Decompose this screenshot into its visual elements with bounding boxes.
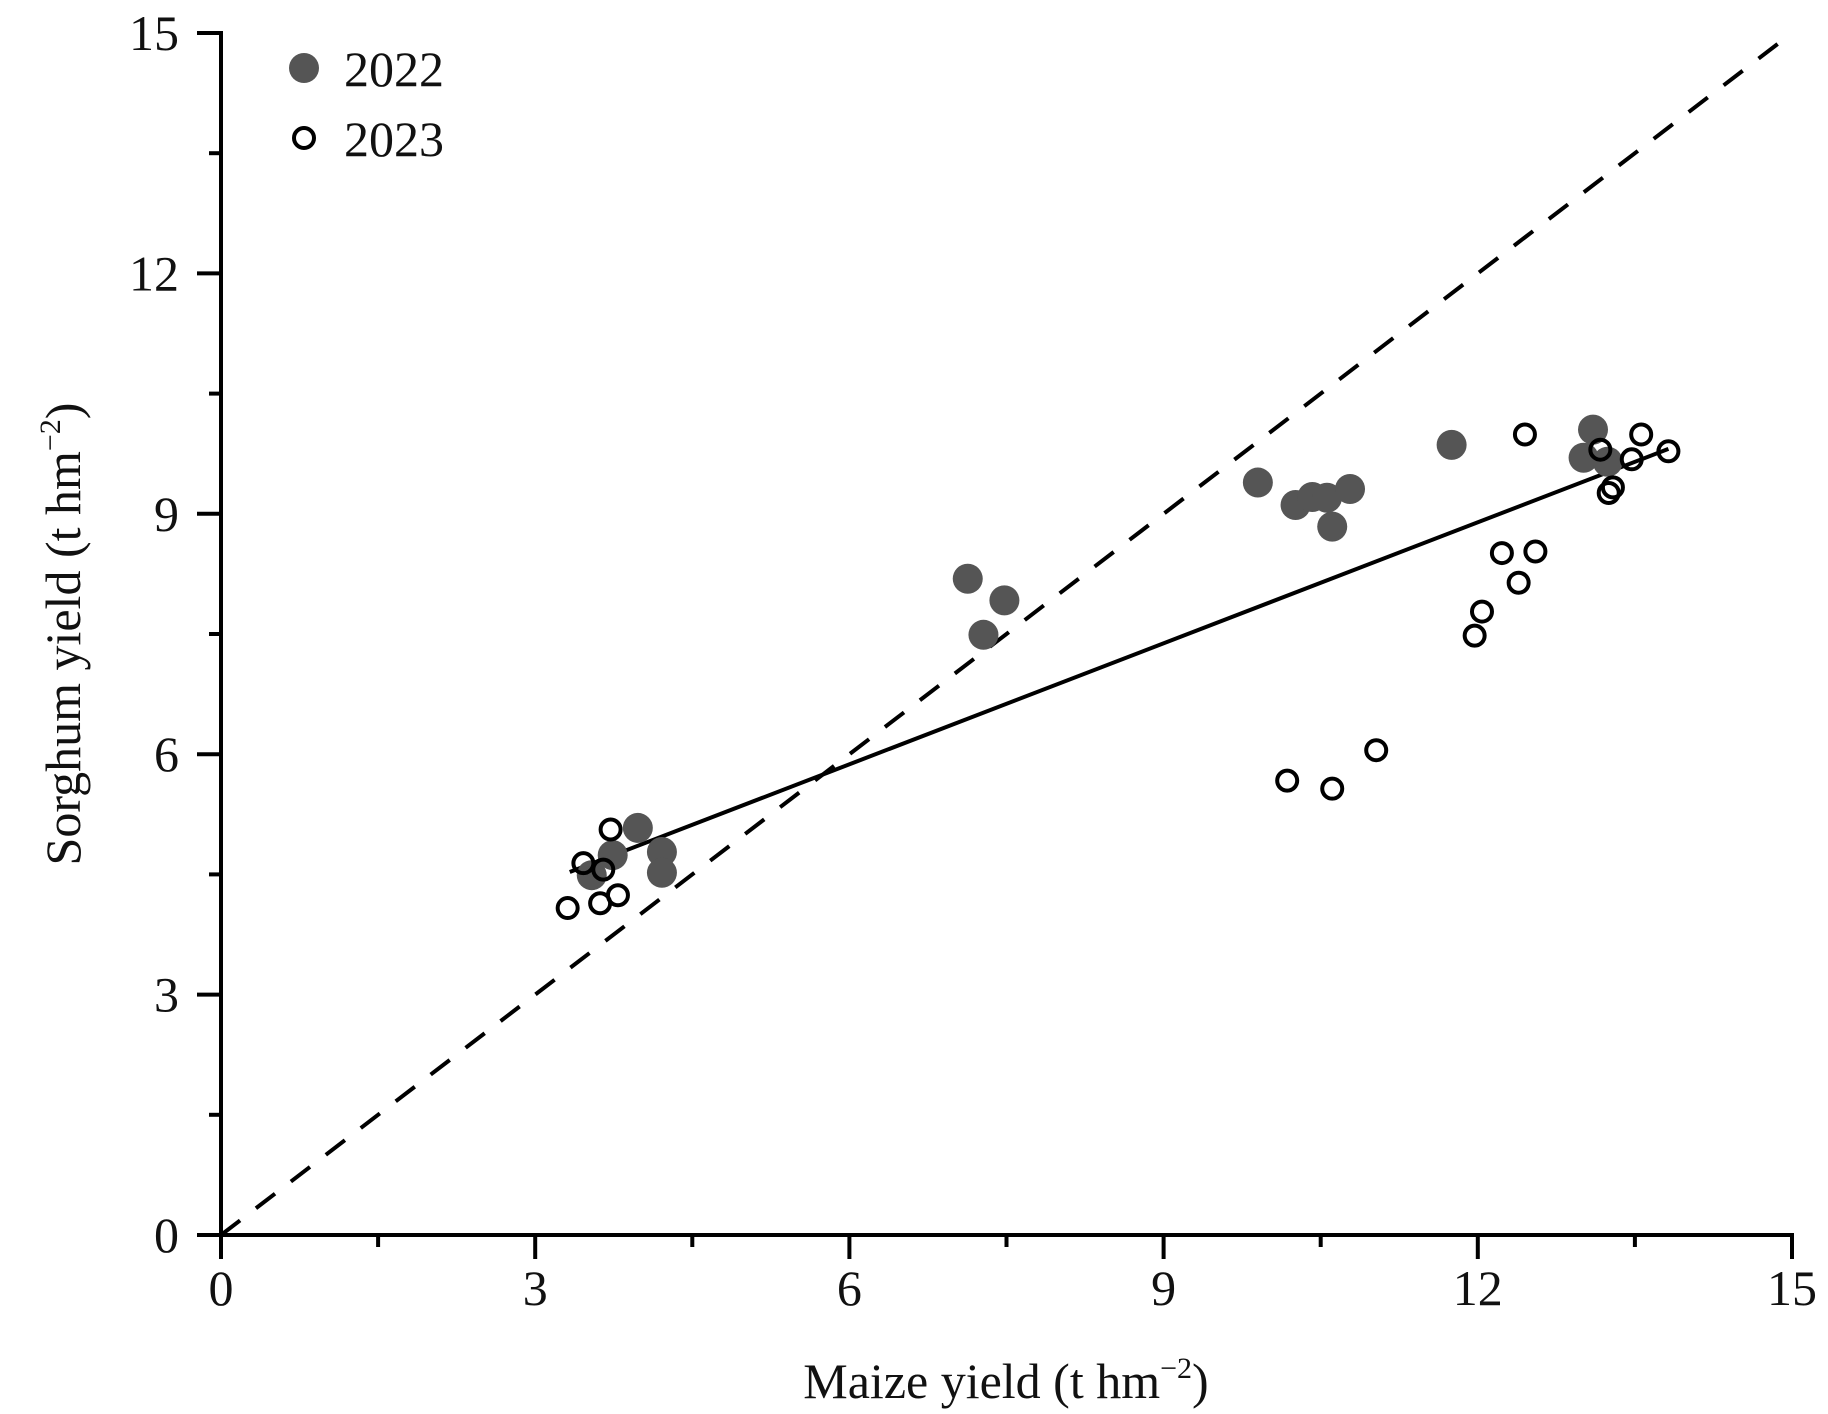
axis-ticks: 0 3 6 9 12 15 0 3 6 9 12 15 xyxy=(129,5,1817,1316)
point-2023 xyxy=(1462,623,1487,648)
one-to-one-line xyxy=(219,31,1794,1237)
y-tick-label: 9 xyxy=(154,486,179,542)
y-tick-label: 15 xyxy=(129,5,179,61)
x-axis-title: Maize yield (t hm−2) xyxy=(803,1352,1208,1409)
point-2022 xyxy=(1335,473,1366,504)
y-tick-label: 6 xyxy=(154,726,179,782)
point-2022 xyxy=(1592,446,1623,477)
point-2022 xyxy=(646,857,677,888)
point-2023 xyxy=(1512,422,1537,447)
point-2022 xyxy=(1578,414,1609,445)
point-2023 xyxy=(598,817,623,842)
point-2022 xyxy=(968,619,999,650)
point-2023 xyxy=(1364,738,1389,763)
point-2023 xyxy=(1619,447,1644,472)
y-tick-label: 12 xyxy=(129,245,179,301)
x-tick-label: 12 xyxy=(1453,1260,1503,1316)
point-2023 xyxy=(555,896,580,921)
point-2023 xyxy=(1320,776,1345,801)
point-2022 xyxy=(1436,429,1467,460)
point-2023 xyxy=(1629,422,1654,447)
y-axis-title: Sorghum yield (t hm−2) xyxy=(34,403,91,866)
point-2022 xyxy=(576,860,607,891)
reference-lines xyxy=(219,31,1794,1237)
point-2023 xyxy=(605,883,630,908)
legend-label-2022: 2022 xyxy=(344,41,444,97)
y-tick-label: 3 xyxy=(154,967,179,1023)
point-2023 xyxy=(1656,439,1681,464)
point-2022 xyxy=(622,812,653,843)
point-2022 xyxy=(597,840,628,871)
y-tick-label: 0 xyxy=(154,1207,179,1263)
point-2022 xyxy=(1317,511,1348,542)
legend-marker-2022 xyxy=(289,53,319,83)
point-2023 xyxy=(1275,768,1300,793)
point-2023 xyxy=(1506,570,1531,595)
x-tick-label: 9 xyxy=(1151,1260,1176,1316)
point-2023 xyxy=(1596,480,1621,505)
point-2022 xyxy=(646,836,677,867)
point-2023 xyxy=(1489,541,1514,566)
legend-label-2023: 2023 xyxy=(344,111,444,167)
x-tick-label: 15 xyxy=(1767,1260,1817,1316)
point-2022 xyxy=(1311,482,1342,513)
point-2022 xyxy=(952,563,983,594)
regression-line xyxy=(569,447,1670,874)
x-axis-title-superscript: −2 xyxy=(1160,1352,1192,1385)
legend: 2022 2023 xyxy=(289,41,444,167)
point-2023 xyxy=(1588,437,1613,462)
data-points xyxy=(555,414,1681,921)
series-2023 xyxy=(555,422,1681,921)
point-2023 xyxy=(591,857,616,882)
point-2022 xyxy=(989,585,1020,616)
point-2023 xyxy=(1523,539,1548,564)
point-2022 xyxy=(1242,467,1273,498)
x-tick-label: 3 xyxy=(523,1260,548,1316)
series-2022 xyxy=(576,414,1623,891)
x-tick-label: 0 xyxy=(209,1260,234,1316)
point-2023 xyxy=(1469,599,1494,624)
x-tick-label: 6 xyxy=(837,1260,862,1316)
legend-marker-2023 xyxy=(292,126,316,150)
y-axis-title-superscript: −2 xyxy=(34,419,67,451)
